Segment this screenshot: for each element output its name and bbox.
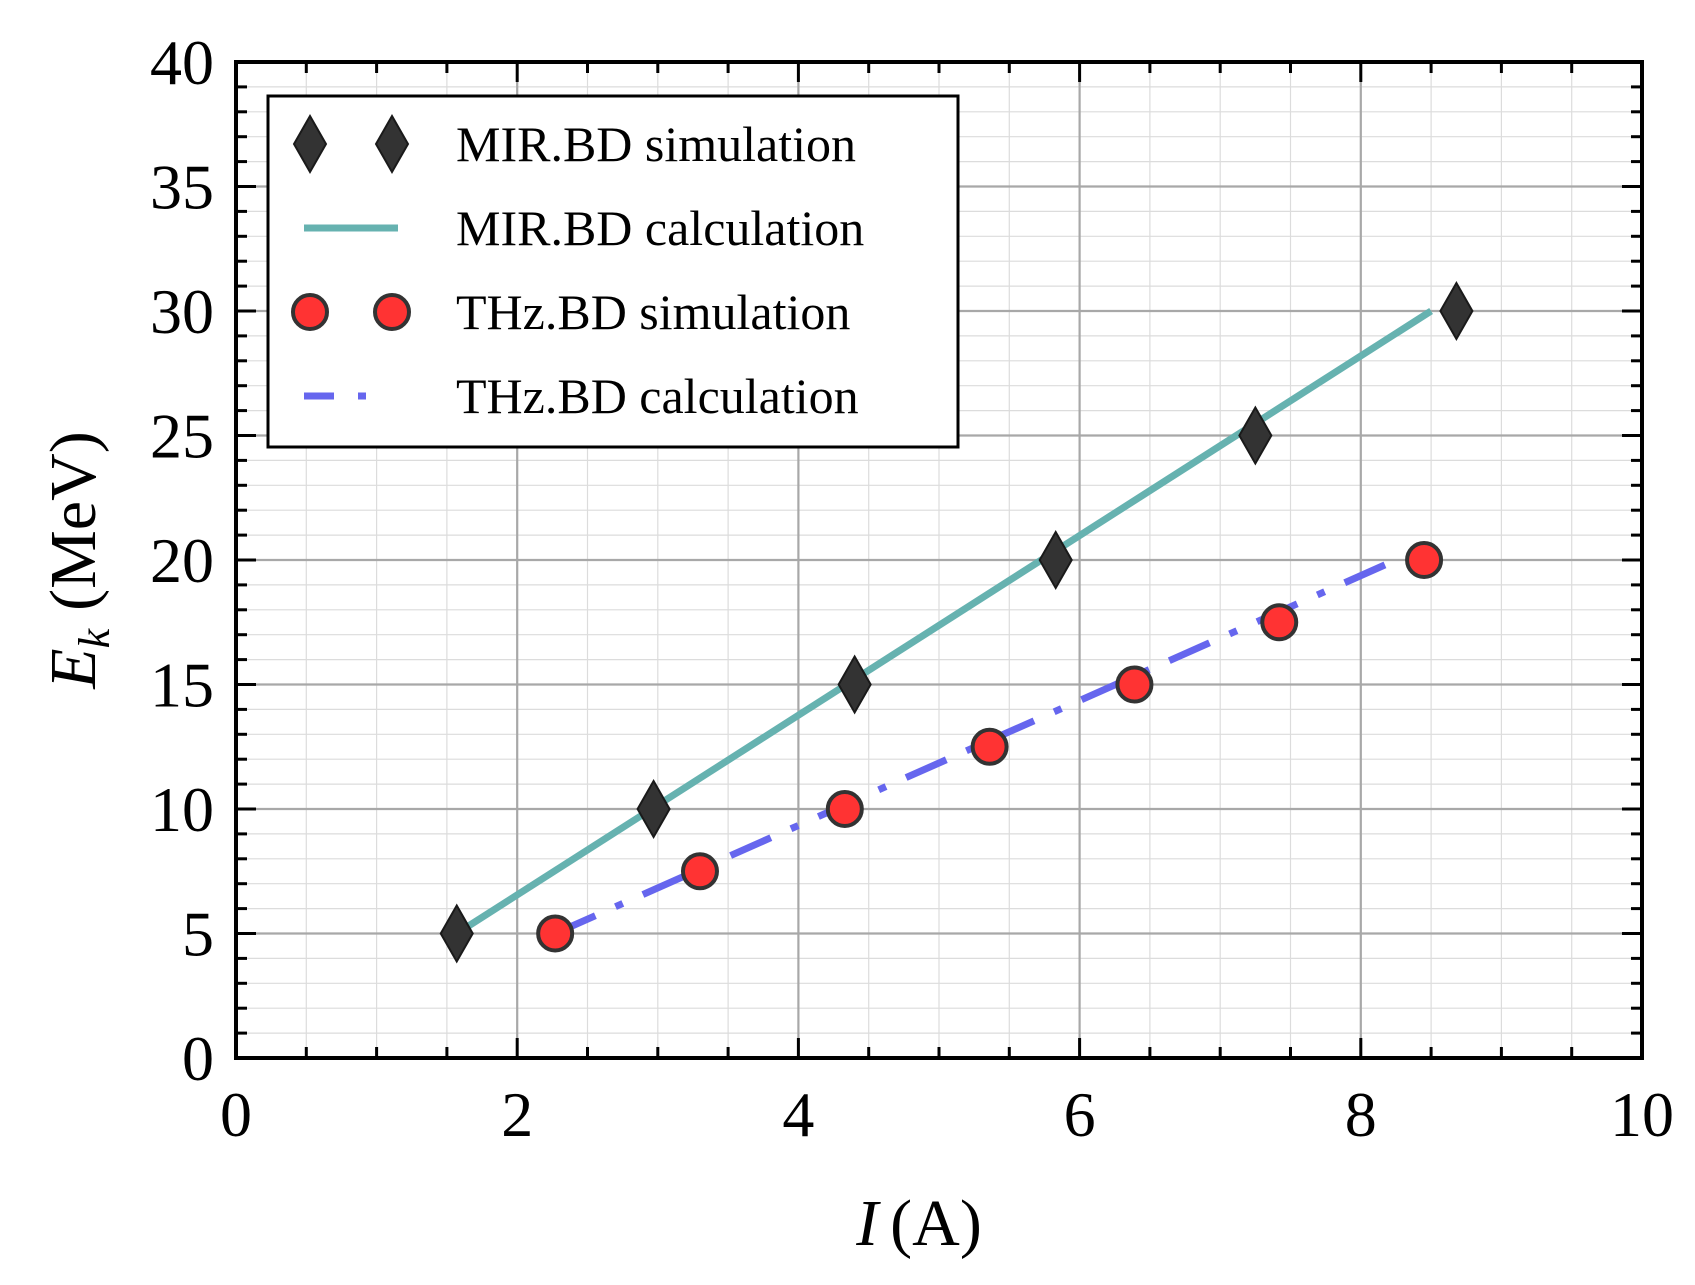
legend-marker-circle [373,293,411,331]
data-point-circle [1115,665,1154,704]
data-point-circle [1260,603,1299,642]
legend-marker-circle [291,293,329,331]
y-tick-label: 30 [150,276,214,347]
data-point-diamond [439,903,474,964]
series-line-1 [454,308,1433,937]
y-tick-label: 15 [150,650,214,721]
series-layer [439,280,1474,964]
x-tick-label: 2 [501,1079,533,1150]
data-point-diamond [636,778,671,840]
legend-marker-diamond [292,113,328,175]
y-tick-label: 40 [150,27,214,98]
frame-layer [234,60,1644,1060]
y-axis-unit: (MeV) [37,431,110,611]
x-axis-symbol: I [855,1187,881,1260]
y-tick-label: 20 [150,525,214,596]
y-axis-subscript: k [70,627,119,648]
y-axis-symbol: E [37,648,110,689]
y-tick-label: 5 [182,899,214,970]
data-point-diamond [837,654,872,715]
legend-label: MIR.BD calculation [456,200,864,256]
data-point-diamond [1439,280,1474,342]
data-point-circle [970,727,1009,766]
legend-label: THz.BD simulation [456,284,850,340]
data-point-diamond [1038,529,1073,591]
y-axis-title: Ek (MeV) [37,431,119,689]
y-tick-label: 35 [150,152,214,223]
x-tick-label: 4 [782,1079,814,1150]
legend-layer: MIR.BD simulation MIR.BD calculation THz.B… [266,94,960,449]
axis-title-layer: I (A) Ek (MeV) [37,431,982,1260]
x-tick-label: 6 [1064,1079,1096,1150]
legend-label: THz.BD calculation [456,368,859,424]
y-tick-label: 10 [150,774,214,845]
y-tick-label: 0 [182,1023,214,1094]
data-point-circle [1405,541,1444,579]
x-tick-label: 10 [1610,1079,1674,1150]
legend-label: MIR.BD simulation [456,116,856,172]
x-tick-label: 0 [220,1079,252,1150]
x-axis-title: I (A) [855,1187,982,1260]
data-point-diamond [1238,405,1273,466]
legend-marker-diamond [374,113,410,175]
y-tick-label: 25 [150,401,214,472]
data-point-circle [536,914,575,953]
x-axis-unit: (A) [890,1187,982,1260]
x-tick-label: 8 [1345,1079,1377,1150]
tick-label-layer: 0 2 4 6 8 10 0 5 10 15 20 25 30 35 40 [150,27,1674,1150]
data-point-circle [680,852,719,891]
data-point-circle [825,790,864,828]
